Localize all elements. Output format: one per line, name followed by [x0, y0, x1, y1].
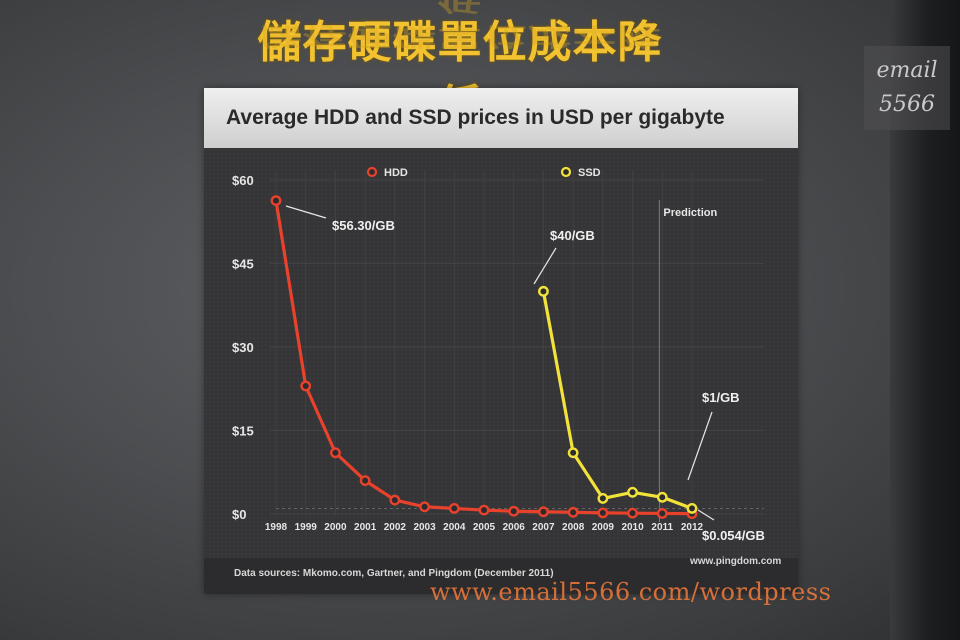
prediction-label: Prediction — [663, 207, 717, 219]
data-point-ssd — [656, 491, 668, 503]
data-point-ssd — [627, 486, 638, 498]
x-tick-label: 2004 — [443, 522, 466, 533]
annotation-label: $40/GB — [550, 228, 595, 243]
plot-background — [204, 148, 798, 558]
y-tick-label: $60 — [232, 173, 254, 188]
slide-heading-reflection: 儲存硬碟單位成本降低 — [257, 0, 663, 50]
credit-text: www.pingdom.com — [690, 556, 782, 567]
data-point-hdd — [270, 195, 282, 206]
legend-label-hdd: HDD — [384, 167, 408, 179]
x-tick-label: 2010 — [621, 522, 644, 533]
annotation-arrow — [533, 247, 557, 285]
y-tick-label: $0 — [232, 507, 246, 522]
badge-line-1: email — [876, 58, 938, 83]
x-tick-label: 2011 — [651, 522, 673, 533]
x-tick-label: 2001 — [354, 522, 377, 533]
data-point-hdd — [389, 494, 401, 506]
x-tick-label: 2002 — [384, 522, 407, 533]
y-tick-label: $45 — [232, 257, 254, 272]
data-point-hdd — [330, 447, 341, 459]
x-tick-label: 2003 — [413, 522, 436, 533]
x-tick-label: 1999 — [295, 522, 318, 533]
data-point-ssd — [686, 503, 698, 514]
data-point-hdd — [627, 507, 638, 519]
annotation-arrow — [285, 205, 327, 219]
chart-slide: Average HDD and SSD prices in USD per gi… — [204, 88, 798, 594]
annotation-arrow — [687, 411, 713, 481]
data-point-hdd — [567, 506, 579, 518]
data-point-hdd — [597, 507, 609, 519]
y-tick-label: $30 — [232, 340, 254, 355]
data-point-hdd — [508, 505, 520, 517]
x-tick-label: 1998 — [265, 522, 288, 533]
data-point-hdd — [419, 501, 430, 513]
data-point-hdd — [300, 380, 312, 392]
badge-line-2: 5566 — [879, 92, 935, 117]
x-tick-label: 2009 — [592, 522, 615, 533]
data-point-ssd — [538, 285, 549, 297]
x-tick-label: 2008 — [562, 522, 585, 533]
data-point-hdd — [478, 504, 490, 516]
data-point-hdd — [538, 506, 549, 518]
data-point-ssd — [567, 447, 579, 459]
legend-marker-ssd — [560, 166, 572, 178]
annotation-arrow — [697, 509, 715, 521]
legend-label-ssd: SSD — [578, 167, 601, 179]
chart-title: Average HDD and SSD prices in USD per gi… — [204, 88, 798, 148]
legend-marker-hdd — [366, 166, 378, 178]
price-chart: $0 $15 $30 $45 $60 Prediction 1998 1999 2000 2001… — [204, 148, 798, 558]
annotation-label: $56.30/GB — [332, 218, 395, 233]
x-tick-label: 2012 — [681, 522, 704, 533]
source-text: Data sources: Mkomo.com, Gartner, and Pi… — [234, 568, 554, 579]
x-tick-label: 2000 — [324, 522, 347, 533]
data-point-ssd — [597, 493, 609, 504]
annotation-label: $1/GB — [702, 390, 740, 405]
data-point-hdd — [359, 475, 371, 486]
data-point-hdd — [448, 503, 460, 514]
watermark: www.email5566.com/wordpress — [430, 578, 832, 606]
y-tick-label: $15 — [232, 424, 254, 439]
x-tick-label: 2005 — [473, 522, 496, 533]
x-tick-label: 2006 — [503, 522, 526, 533]
annotation-label: $0.054/GB — [702, 528, 765, 543]
email-badge: email 5566 — [864, 46, 950, 130]
data-point-hdd — [656, 508, 668, 519]
x-tick-label: 2007 — [532, 522, 555, 533]
